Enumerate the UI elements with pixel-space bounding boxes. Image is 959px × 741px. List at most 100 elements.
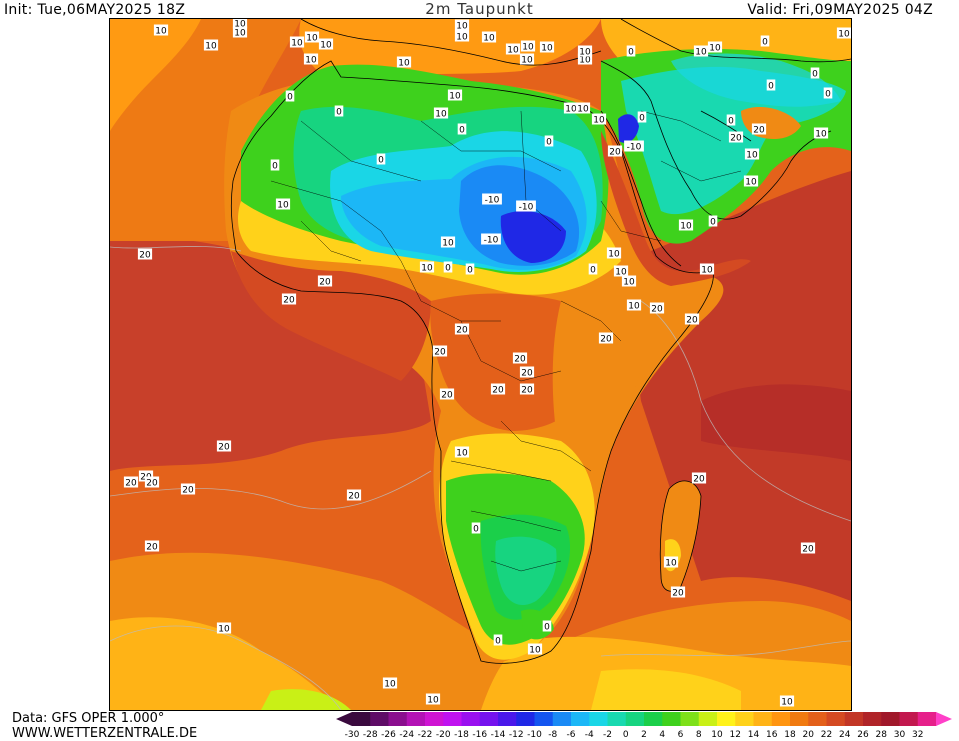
contour-label: 20 [346,489,362,502]
legend-swatch [881,712,900,726]
legend-swatch [790,712,809,726]
legend-swatch [571,712,590,726]
contour-label-text: 20 [802,545,814,555]
contour-label-text: 0 [467,266,473,276]
contour-label: 0 [823,87,833,100]
contour-label-text: 0 [768,82,774,92]
legend-tick-label: 18 [784,730,796,740]
legend-tick-label: -10 [527,730,542,740]
contour-label-text: 0 [728,117,734,127]
contour-label-text: 10 [745,178,757,188]
legend-swatch [352,712,371,726]
legend-swatch [826,712,846,726]
contour-label-text: 20 [609,148,621,158]
contour-label: 10 [153,24,169,37]
contour-label: 20 [123,476,139,489]
contour-label: 0 [471,522,481,535]
contour-label: 0 [457,123,467,136]
contour-label: 10 [744,148,760,161]
legend-tick-label: -8 [548,730,558,740]
contour-label: 10 [519,53,535,66]
legend-tick-label: -14 [490,730,506,740]
contour-label-text: 10 [291,39,303,49]
contour-label: 0 [626,45,636,58]
data-source: Data: GFS OPER 1.000° [12,711,165,726]
contour-label: 10 [203,39,219,52]
contour-label-text: 10 [306,34,318,44]
contour-label-text: 10 [665,559,677,569]
legend-tick-label: 0 [622,730,629,740]
contour-label: 0 [588,263,598,276]
legend-color-bar [336,712,952,726]
contour-label: 10 [275,198,291,211]
contour-label: 0 [542,620,552,633]
contour-label: 10 [419,261,435,274]
contour-label-text: 20 [348,492,360,502]
legend-tick-label: -26 [381,730,396,740]
contour-label-text: 0 [272,162,278,172]
contour-label-text: 10 [305,56,317,66]
valid-time: Valid: Fri,09MAY2025 04Z [747,2,933,18]
contour-label-text: 0 [812,70,818,80]
contour-label: 0 [376,153,386,166]
legend-swatch [425,712,444,726]
legend-tick-label: -22 [417,730,433,740]
contour-label: 20 [800,542,816,555]
contour-label: 20 [519,366,535,379]
contour-label: 0 [443,261,453,274]
contour-label-text: 0 [639,114,645,124]
legend-tick-label: -18 [454,730,469,740]
legend-tick-label: -12 [508,730,524,740]
legend-swatch [771,712,791,726]
contour-label: 0 [270,159,280,172]
contour-label: 10 [440,236,456,249]
contour-label: 10 [454,446,470,459]
contour-label: 10 [232,26,248,39]
contour-label: 10 [699,263,715,276]
contour-label-text: 10 [615,268,627,278]
legend-tick-label: 22 [820,730,833,740]
legend-swatch [717,712,736,726]
legend-tick-label: -24 [399,730,415,740]
contour-label: 10 [396,56,412,69]
contour-label-text: 10 [680,222,692,232]
legend-swatch [917,712,937,726]
contour-label-text: 10 [456,449,468,459]
legend-swatch [406,712,426,726]
contour-label-text: 0 [762,38,768,48]
contour-label: 20 [512,352,528,365]
contour-label: 20 [216,440,232,453]
contour-label-text: 0 [546,138,552,148]
legend-swatch [844,712,864,726]
legend-swatch [662,712,681,726]
legend-swatch [625,712,645,726]
legend-tick-label: 14 [747,730,760,740]
legend-low-arrow [336,712,352,726]
contour-label: 10 [813,127,829,140]
legend-swatch [698,712,718,726]
contour-label-text: 10 [593,116,605,126]
legend-tick-label: 28 [875,730,887,740]
contour-label-text: 0 [473,525,479,535]
legend-swatch [899,712,919,726]
legend-swatch [589,712,608,726]
contour-label: 10 [663,556,679,569]
contour-label: -10 [481,233,501,246]
contour-label: 20 [751,123,767,136]
contour-label: 20 [439,388,455,401]
map-title: 2m Taupunkt [425,0,534,18]
legend-tick-label: -30 [344,730,360,740]
contour-label: 10 [606,247,622,260]
contour-label: 10 [836,27,851,40]
footer-info: Data: GFS OPER 1.000° WWW.WETTERZENTRALE… [12,711,197,741]
legend-swatch [479,712,499,726]
legend-swatch [808,712,827,726]
contour-label: 10 [743,175,759,188]
contour-label-text: 10 [781,698,793,708]
contour-label-text: 10 [507,46,519,56]
website-link[interactable]: WWW.WETTERZENTRALE.DE [12,726,198,741]
contour-label-text: 0 [544,623,550,633]
contour-label: 10 [318,38,334,51]
contour-label-text: 20 [218,443,230,453]
legend-swatch [498,712,517,726]
